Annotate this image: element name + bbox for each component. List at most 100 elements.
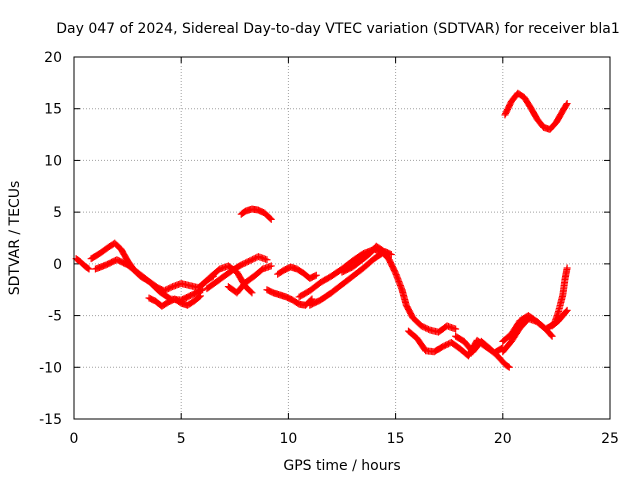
series-trace-17 [499,312,556,345]
x-tick-label: 10 [279,431,297,447]
trace-markers [350,256,366,270]
trace-markers [478,338,493,352]
trace-markers [118,247,131,263]
trace-markers [502,99,515,118]
x-axis-label: GPS time / hours [283,458,400,474]
trace-markers [204,279,218,292]
trace-markers [256,253,270,263]
trace-markers [73,255,83,265]
plot-frame [73,56,611,420]
trace-markers [238,208,248,217]
trace-markers [517,316,531,331]
trace-markers [374,243,385,254]
trace-markers [256,207,268,217]
trace-markers [213,273,227,286]
trace-markers [172,296,184,306]
trace-markers [392,271,405,292]
y-tick-label: -15 [39,412,62,428]
trace-markers [453,333,467,345]
trace-markers [82,263,92,272]
y-tick-label: 10 [44,153,62,169]
trace-markers [159,299,171,309]
trace-markers [208,266,223,279]
trace-markers [386,257,399,276]
trace-markers [275,267,287,277]
trace-markers [296,288,312,300]
series-trace-12 [306,247,395,309]
trace-markers [112,240,124,252]
y-tick-label: 0 [53,257,62,273]
series-trace-7 [224,262,275,297]
trace-markers [444,322,458,332]
trace-markers [189,286,205,298]
trace-markers [406,328,420,341]
trace-markers [555,313,566,324]
trace-markers [93,261,109,273]
trace-markers [88,250,103,262]
trace-markers [296,300,308,309]
trace-markers [534,319,549,332]
trace-markers [543,326,555,339]
trace-markers [307,297,323,309]
trace-markers [527,105,540,122]
trace-markers [239,257,252,268]
series-trace-18 [548,306,571,330]
trace-markers [398,287,410,308]
trace-markers [534,116,547,130]
series-trace-8 [237,205,275,223]
trace-markers [294,266,306,276]
trace-markers [403,303,416,320]
trace-markers [146,295,158,304]
trace-markers [191,293,203,304]
trace-markers [350,265,366,279]
trace-markers [179,280,192,289]
trace-markers [136,270,152,285]
trace-markers [508,325,523,344]
trace-markers [114,256,130,268]
trace-markers [200,273,214,288]
trace-markers [410,315,424,329]
trace-markers [339,273,356,288]
y-tick-label: 5 [53,205,62,221]
trace-markers [328,281,345,296]
axis-ticks: 0 5 10 15 20 25 -15 -10 -5 0 5 10 15 20 [39,50,619,447]
trace-markers [549,318,561,329]
y-tick-label: -5 [48,309,62,325]
x-tick-label: 20 [494,431,512,447]
trace-markers [339,264,355,275]
trace-markers [185,298,197,308]
chart-title: Day 047 of 2024, Sidereal Day-to-day VTE… [56,21,619,37]
trace-markers [502,361,512,371]
trace-markers [262,210,274,222]
trace-markers [307,279,323,294]
x-tick-label: 15 [387,431,405,447]
grid-lines [74,57,610,419]
trace-markers [414,336,429,353]
trace-markers [526,312,540,325]
trace-markers [380,248,392,263]
trace-markers [288,263,300,273]
trace-markers [271,289,283,298]
trace-markers [495,354,508,367]
trace-markers [290,297,302,307]
trace-markers [249,205,261,214]
trace-markers [251,266,266,279]
x-tick-label: 0 [70,431,79,447]
trace-markers [303,296,315,308]
trace-markers [318,290,334,303]
trace-markers [508,318,523,337]
series-trace-13 [338,242,460,336]
series-trace-6 [199,262,256,297]
trace-markers [328,266,345,279]
trace-markers [78,259,88,269]
trace-markers [97,244,111,257]
series-trace-9 [263,286,316,309]
trace-markers [361,250,373,262]
trace-markers [361,256,377,271]
y-tick-label: 15 [44,102,62,118]
trace-markers [449,339,463,352]
trace-markers [553,108,566,125]
x-tick-label: 25 [601,431,619,447]
